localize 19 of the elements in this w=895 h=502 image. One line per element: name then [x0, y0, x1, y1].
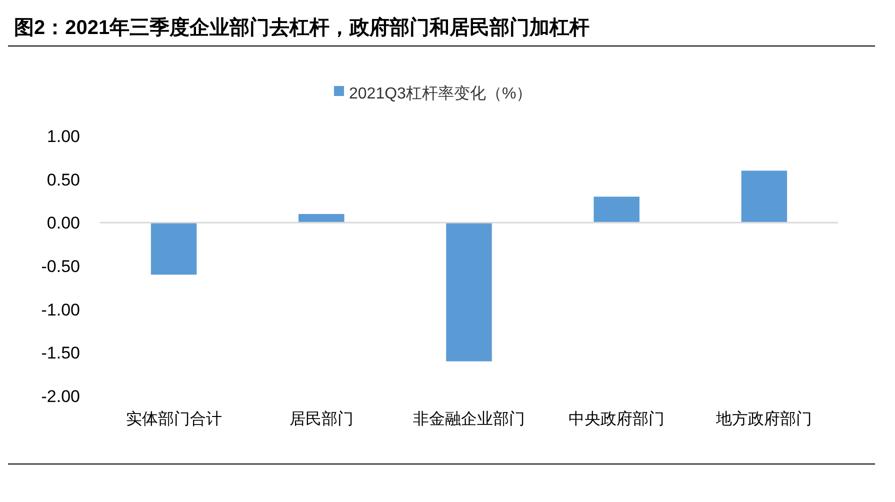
bar — [741, 170, 788, 223]
y-tick-label: 0.00 — [46, 214, 80, 233]
y-tick-label: 0.50 — [46, 170, 80, 190]
y-tick-label: -0.50 — [41, 256, 80, 276]
x-tick-label: 实体部门合计 — [126, 410, 222, 428]
x-tick-label: 地方政府部门 — [715, 410, 812, 428]
x-tick-label: 中央政府部门 — [568, 410, 665, 428]
y-tick-label: -2.00 — [41, 386, 80, 406]
bar — [446, 222, 492, 362]
y-tick-label: -1.00 — [41, 300, 80, 320]
bar — [594, 196, 640, 223]
x-tick-label: 居民部门 — [289, 410, 354, 428]
x-tick-label: 非金融企业部门 — [413, 410, 525, 428]
y-tick-label: 1.00 — [46, 126, 80, 146]
chart-title: 图2：2021年三季度企业部门去杠杆，政府部门和居民部门加杠杆 — [14, 16, 590, 39]
bar — [150, 222, 197, 275]
y-tick-label: -1.50 — [41, 344, 80, 363]
bar — [298, 214, 344, 223]
legend-label: 2021Q3杠杆率变化（%） — [349, 84, 532, 103]
